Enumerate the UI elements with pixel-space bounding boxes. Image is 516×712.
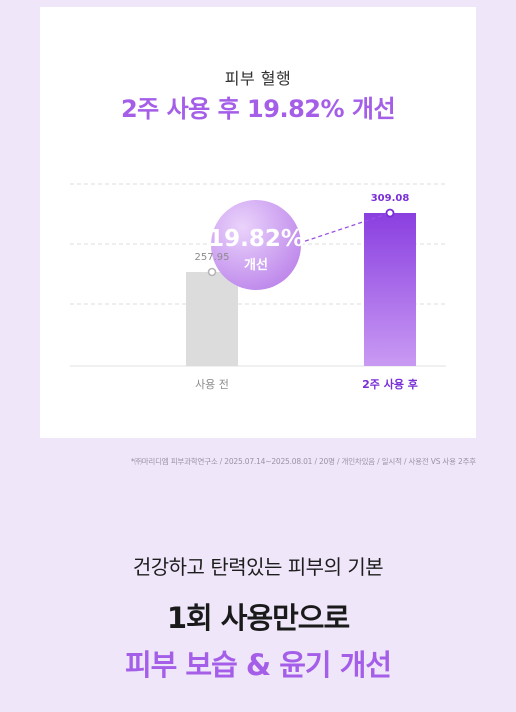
improvement-badge	[211, 200, 301, 290]
chart-card: 피부 혈행 2주 사용 후 19.82% 개선 19.82% 개선	[40, 7, 476, 438]
chart-title: 2주 사용 후 19.82% 개선	[120, 95, 396, 123]
bar-before	[186, 272, 238, 366]
bar-chart: 19.82% 개선 257.95 309.08 사용 전 2주 사용 후	[70, 183, 446, 391]
point-after	[385, 208, 395, 218]
promo-line-2: 1회 사용만으로	[166, 601, 350, 635]
value-label-after: 309.08	[371, 193, 410, 204]
value-label-before: 257.95	[195, 252, 230, 263]
chart-subtitle: 피부 혈행	[224, 69, 292, 88]
category-label-after: 2주 사용 후	[362, 377, 418, 391]
badge-label: 개선	[244, 257, 268, 273]
category-label-before: 사용 전	[195, 378, 229, 391]
point-before	[207, 267, 217, 277]
bar-after	[364, 213, 416, 366]
promo-line-3: 피부 보습 & 윤기 개선	[124, 648, 392, 682]
badge-value: 19.82%	[208, 226, 304, 252]
promo-line-1: 건강하고 탄력있는 피부의 기본	[132, 555, 384, 579]
footnote: *㈜마리디엠 피부과학연구소 / 2025.07.14~2025.08.01 /…	[130, 457, 476, 466]
